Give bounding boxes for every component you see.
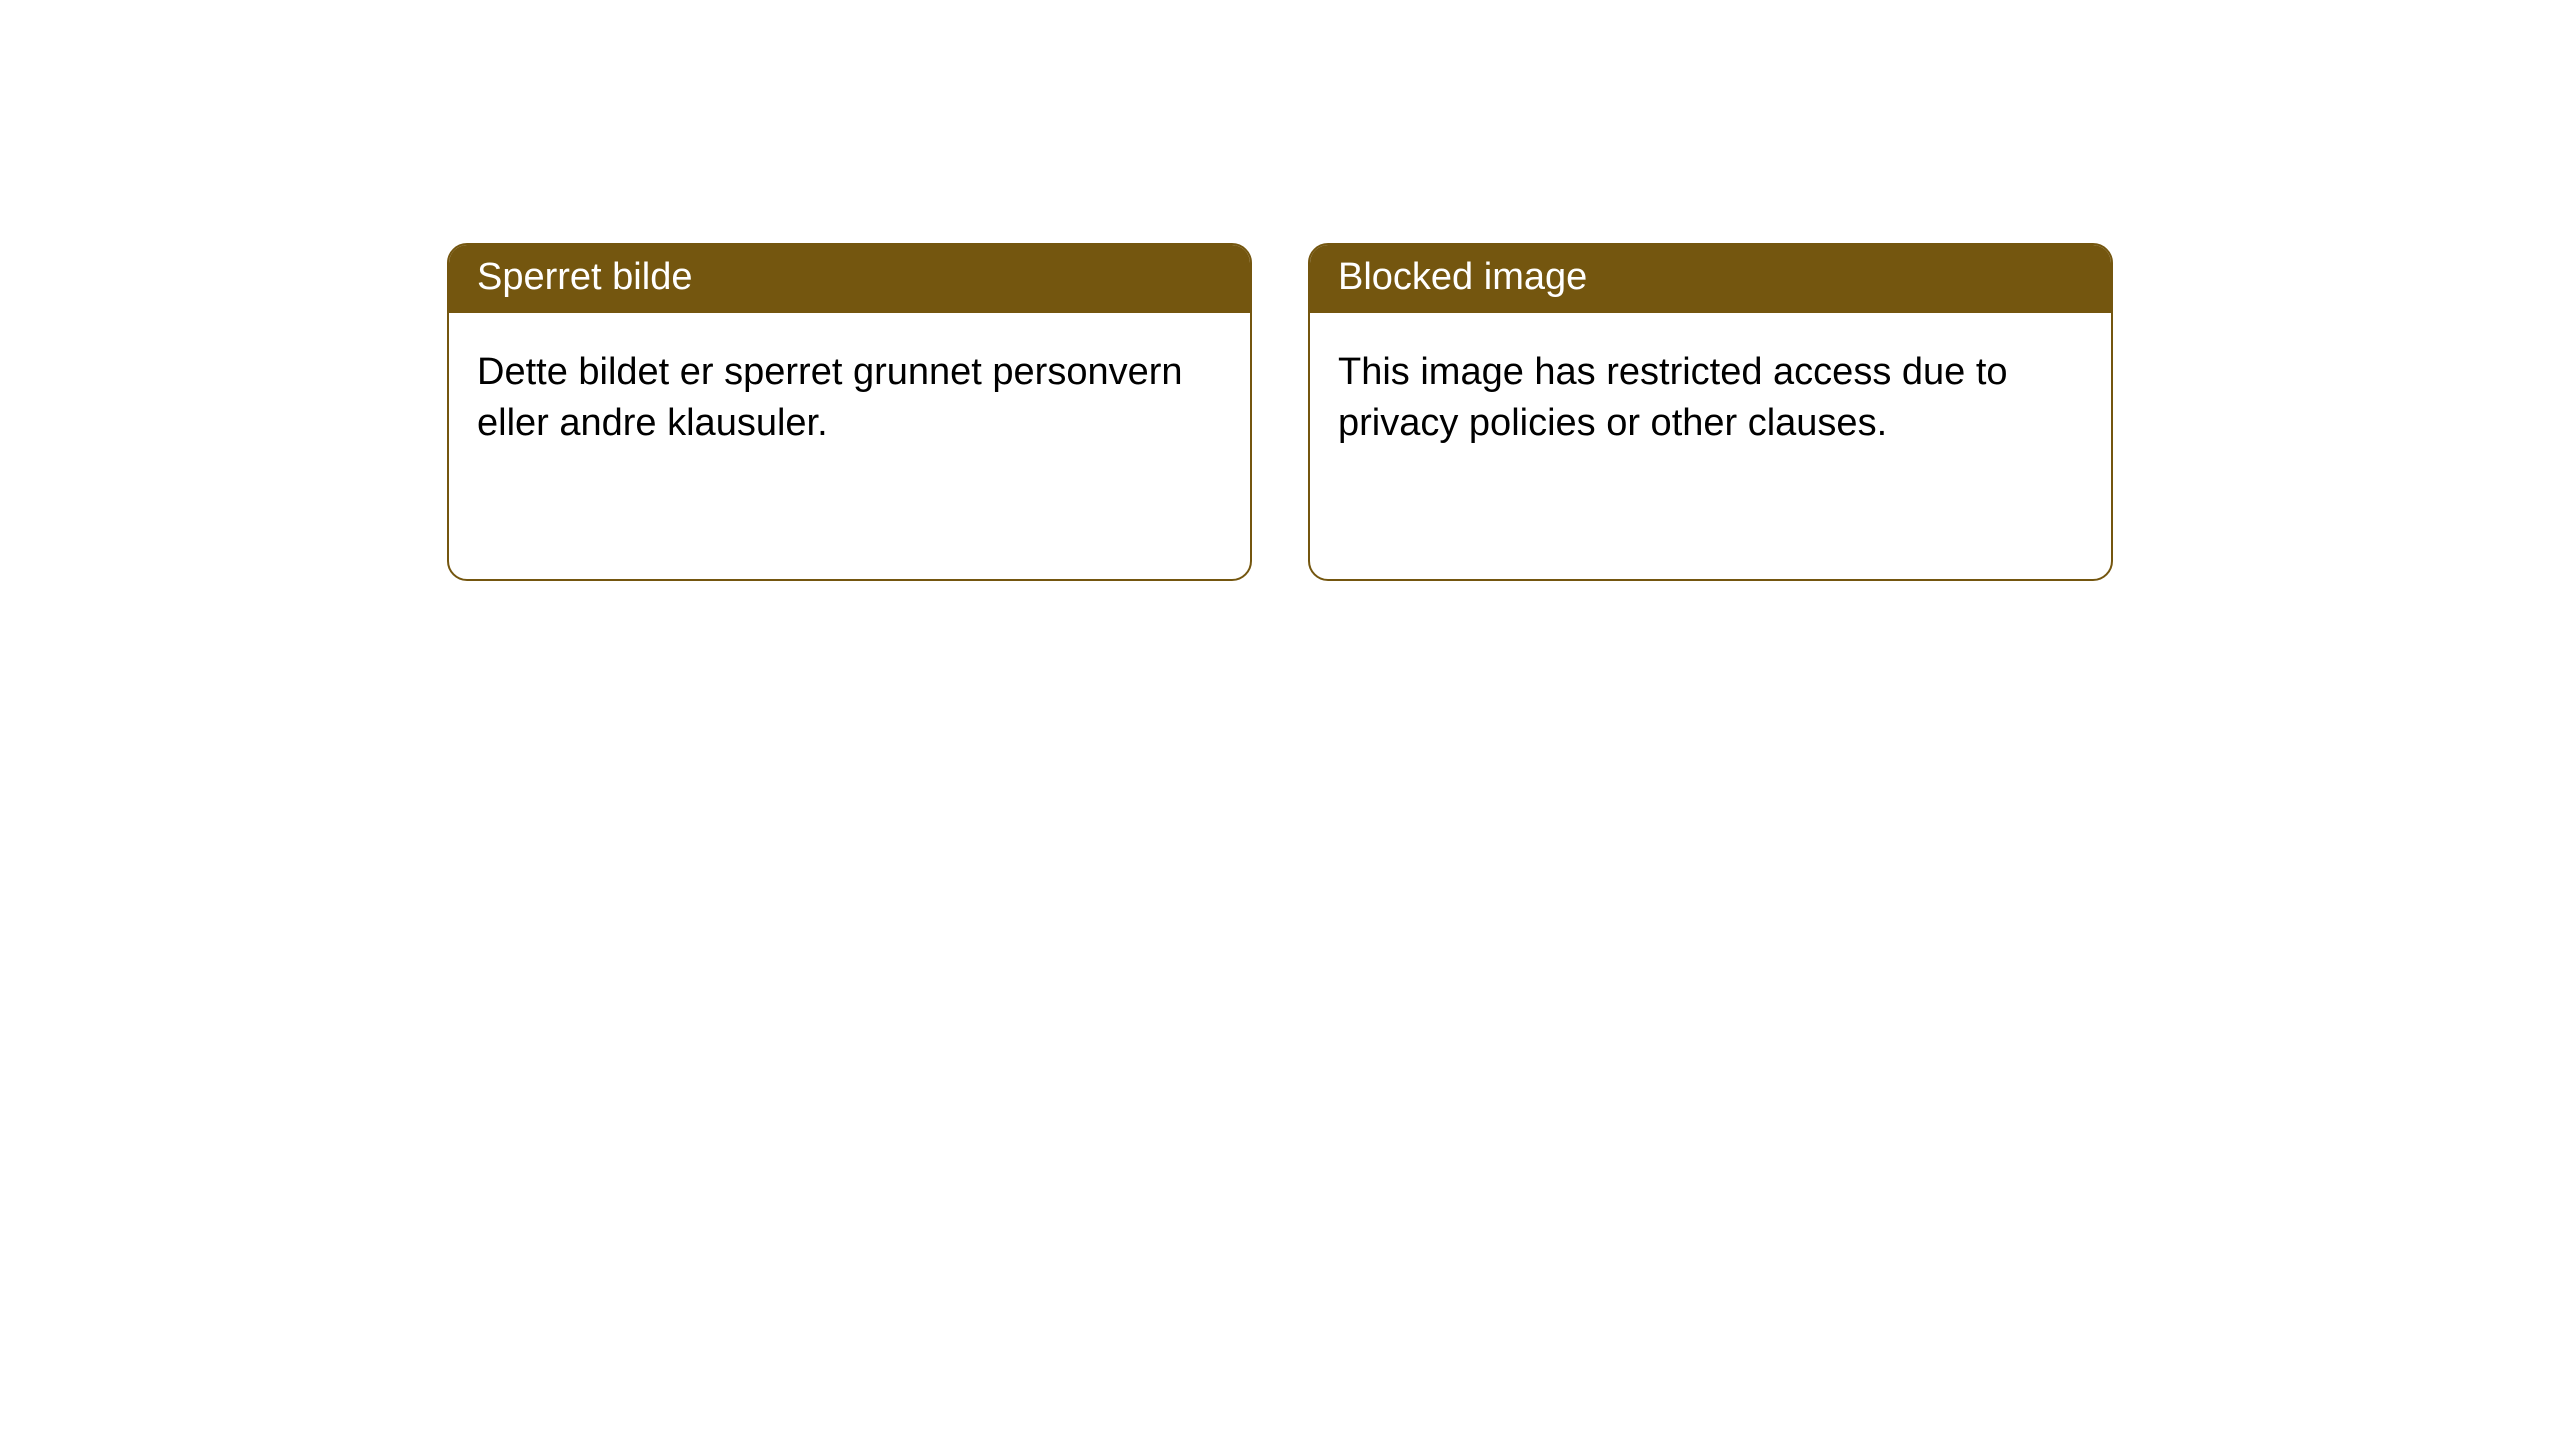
card-title-en: Blocked image [1310, 245, 2111, 313]
notice-cards-row: Sperret bilde Dette bildet er sperret gr… [447, 243, 2113, 581]
page: Sperret bilde Dette bildet er sperret gr… [0, 0, 2560, 1440]
card-title-no: Sperret bilde [449, 245, 1250, 313]
blocked-image-card-en: Blocked image This image has restricted … [1308, 243, 2113, 581]
card-body-en: This image has restricted access due to … [1310, 313, 2111, 478]
blocked-image-card-no: Sperret bilde Dette bildet er sperret gr… [447, 243, 1252, 581]
card-body-no: Dette bildet er sperret grunnet personve… [449, 313, 1250, 478]
